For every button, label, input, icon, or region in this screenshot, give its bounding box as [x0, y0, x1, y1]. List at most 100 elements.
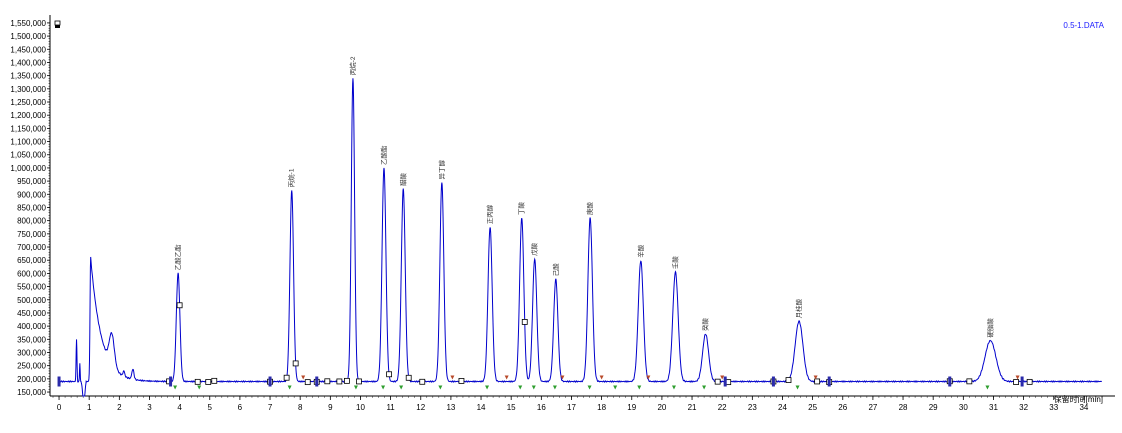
peak-start-marker	[173, 385, 178, 390]
x-tick-label: 30	[959, 403, 968, 412]
signal-trace	[58, 78, 1103, 397]
baseline-square-marker	[194, 378, 201, 385]
peak-label: 壬酸	[670, 256, 679, 270]
y-tick-label: 1,050,000	[10, 151, 46, 160]
y-tick-label: 1,100,000	[10, 138, 46, 147]
y-tick-label: 250,000	[17, 362, 46, 371]
y-tick-label: 900,000	[17, 190, 46, 199]
baseline-square-marker	[419, 378, 426, 385]
y-tick-label: 750,000	[17, 230, 46, 239]
y-tick-label: 400,000	[17, 322, 46, 331]
peak-label: 乙酸酯	[379, 145, 388, 165]
x-tick-label: 34	[1079, 403, 1088, 412]
peak-start-marker	[197, 385, 202, 390]
x-tick-label: 10	[356, 403, 365, 412]
baseline-square-marker	[386, 371, 393, 378]
peak-start-marker	[353, 385, 358, 390]
y-tick-label: 1,400,000	[10, 58, 46, 67]
x-tick-label: 18	[597, 403, 606, 412]
baseline-square-marker	[211, 377, 218, 384]
baseline-square-marker	[304, 379, 311, 386]
x-tick-label: 19	[627, 403, 636, 412]
y-tick-label: 300,000	[17, 348, 46, 357]
x-tick-label: 6	[238, 403, 243, 412]
baseline-square-marker	[785, 377, 792, 383]
peak-start-marker	[613, 385, 618, 390]
x-tick-label: 33	[1049, 403, 1058, 412]
peak-start-marker	[637, 385, 642, 390]
chart-icon	[54, 20, 61, 28]
peak-label: 丙烷-2	[348, 56, 357, 75]
peak-label: 戊酸	[530, 242, 539, 256]
integration-marks	[57, 302, 1033, 390]
y-tick-label: 700,000	[17, 243, 46, 252]
segment-bar-marker	[827, 376, 831, 387]
x-tick-label: 24	[778, 403, 787, 412]
chromatogram-line	[58, 78, 1103, 397]
segment-bar-marker	[315, 376, 319, 387]
x-tick-label: 31	[989, 403, 998, 412]
x-tick-label: 15	[507, 403, 516, 412]
x-tick-label: 16	[537, 403, 546, 412]
peak-label: 丙烷-1	[287, 168, 296, 187]
y-tick-label: 800,000	[17, 217, 46, 226]
x-tick-label: 32	[1019, 403, 1028, 412]
y-tick-label: 550,000	[17, 283, 46, 292]
peak-start-marker	[399, 385, 404, 390]
peak-label: 辛酸	[636, 244, 645, 258]
peak-end-marker	[301, 375, 306, 380]
baseline-square-marker	[205, 379, 212, 385]
x-tick-label: 21	[688, 403, 697, 412]
y-tick-label: 1,450,000	[10, 45, 46, 54]
y-tick-label: 1,300,000	[10, 85, 46, 94]
x-axis-label: 保留时间[min]	[1054, 394, 1103, 404]
segment-bar-marker	[723, 376, 727, 387]
y-tick-label: 1,550,000	[10, 19, 46, 28]
peak-start-marker	[587, 385, 592, 390]
baseline-square-marker	[966, 378, 973, 385]
baseline-square-marker	[176, 302, 183, 309]
peak-start-marker	[381, 385, 386, 390]
file-title: 0.5-1.DATA	[1063, 21, 1104, 30]
baseline-square-marker	[814, 378, 821, 385]
peak-end-marker	[560, 375, 565, 380]
baseline-square-marker	[324, 378, 331, 385]
x-tick-label: 20	[657, 403, 666, 412]
baseline-square-marker	[283, 374, 290, 381]
peak-label: 月桂酸	[794, 298, 803, 318]
x-tick-label: 7	[268, 403, 273, 412]
segment-bar-marker	[948, 376, 952, 387]
peak-start-marker	[702, 385, 707, 390]
peak-label: 己酸	[551, 263, 560, 277]
y-tick-label: 1,200,000	[10, 111, 46, 120]
baseline-square-marker	[336, 378, 343, 385]
x-tick-label: 14	[477, 403, 486, 412]
peak-start-marker	[287, 385, 292, 390]
x-tick-label: 17	[567, 403, 576, 412]
baseline-square-marker	[458, 378, 465, 384]
x-tick-label: 28	[899, 403, 908, 412]
peak-label: 醋酸	[398, 173, 407, 187]
x-tick-label: 4	[177, 403, 182, 412]
x-tick-label: 11	[386, 403, 395, 412]
y-tick-label: 1,000,000	[10, 164, 46, 173]
baseline-square-marker	[1013, 379, 1019, 385]
y-tick-label: 1,500,000	[10, 32, 46, 41]
peak-label: 异丁醇	[437, 159, 446, 179]
x-tick-label: 8	[298, 403, 303, 412]
y-tick-label: 1,250,000	[10, 98, 46, 107]
x-tick-label: 22	[718, 403, 727, 412]
x-tick-label: 3	[147, 403, 152, 412]
y-tick-label: 350,000	[17, 335, 46, 344]
y-tick-label: 500,000	[17, 296, 46, 305]
axes: 150,000 200,000 250,000 300,000 350,000 400,0…	[10, 15, 1115, 412]
baseline-square-marker	[1026, 378, 1033, 385]
y-tick-label: 150,000	[17, 388, 46, 397]
x-tick-label: 2	[117, 403, 122, 412]
peak-start-marker	[552, 385, 557, 390]
peak-label: 癸酸	[701, 318, 710, 332]
peak-end-marker	[1015, 375, 1020, 380]
peak-start-marker	[671, 385, 676, 390]
